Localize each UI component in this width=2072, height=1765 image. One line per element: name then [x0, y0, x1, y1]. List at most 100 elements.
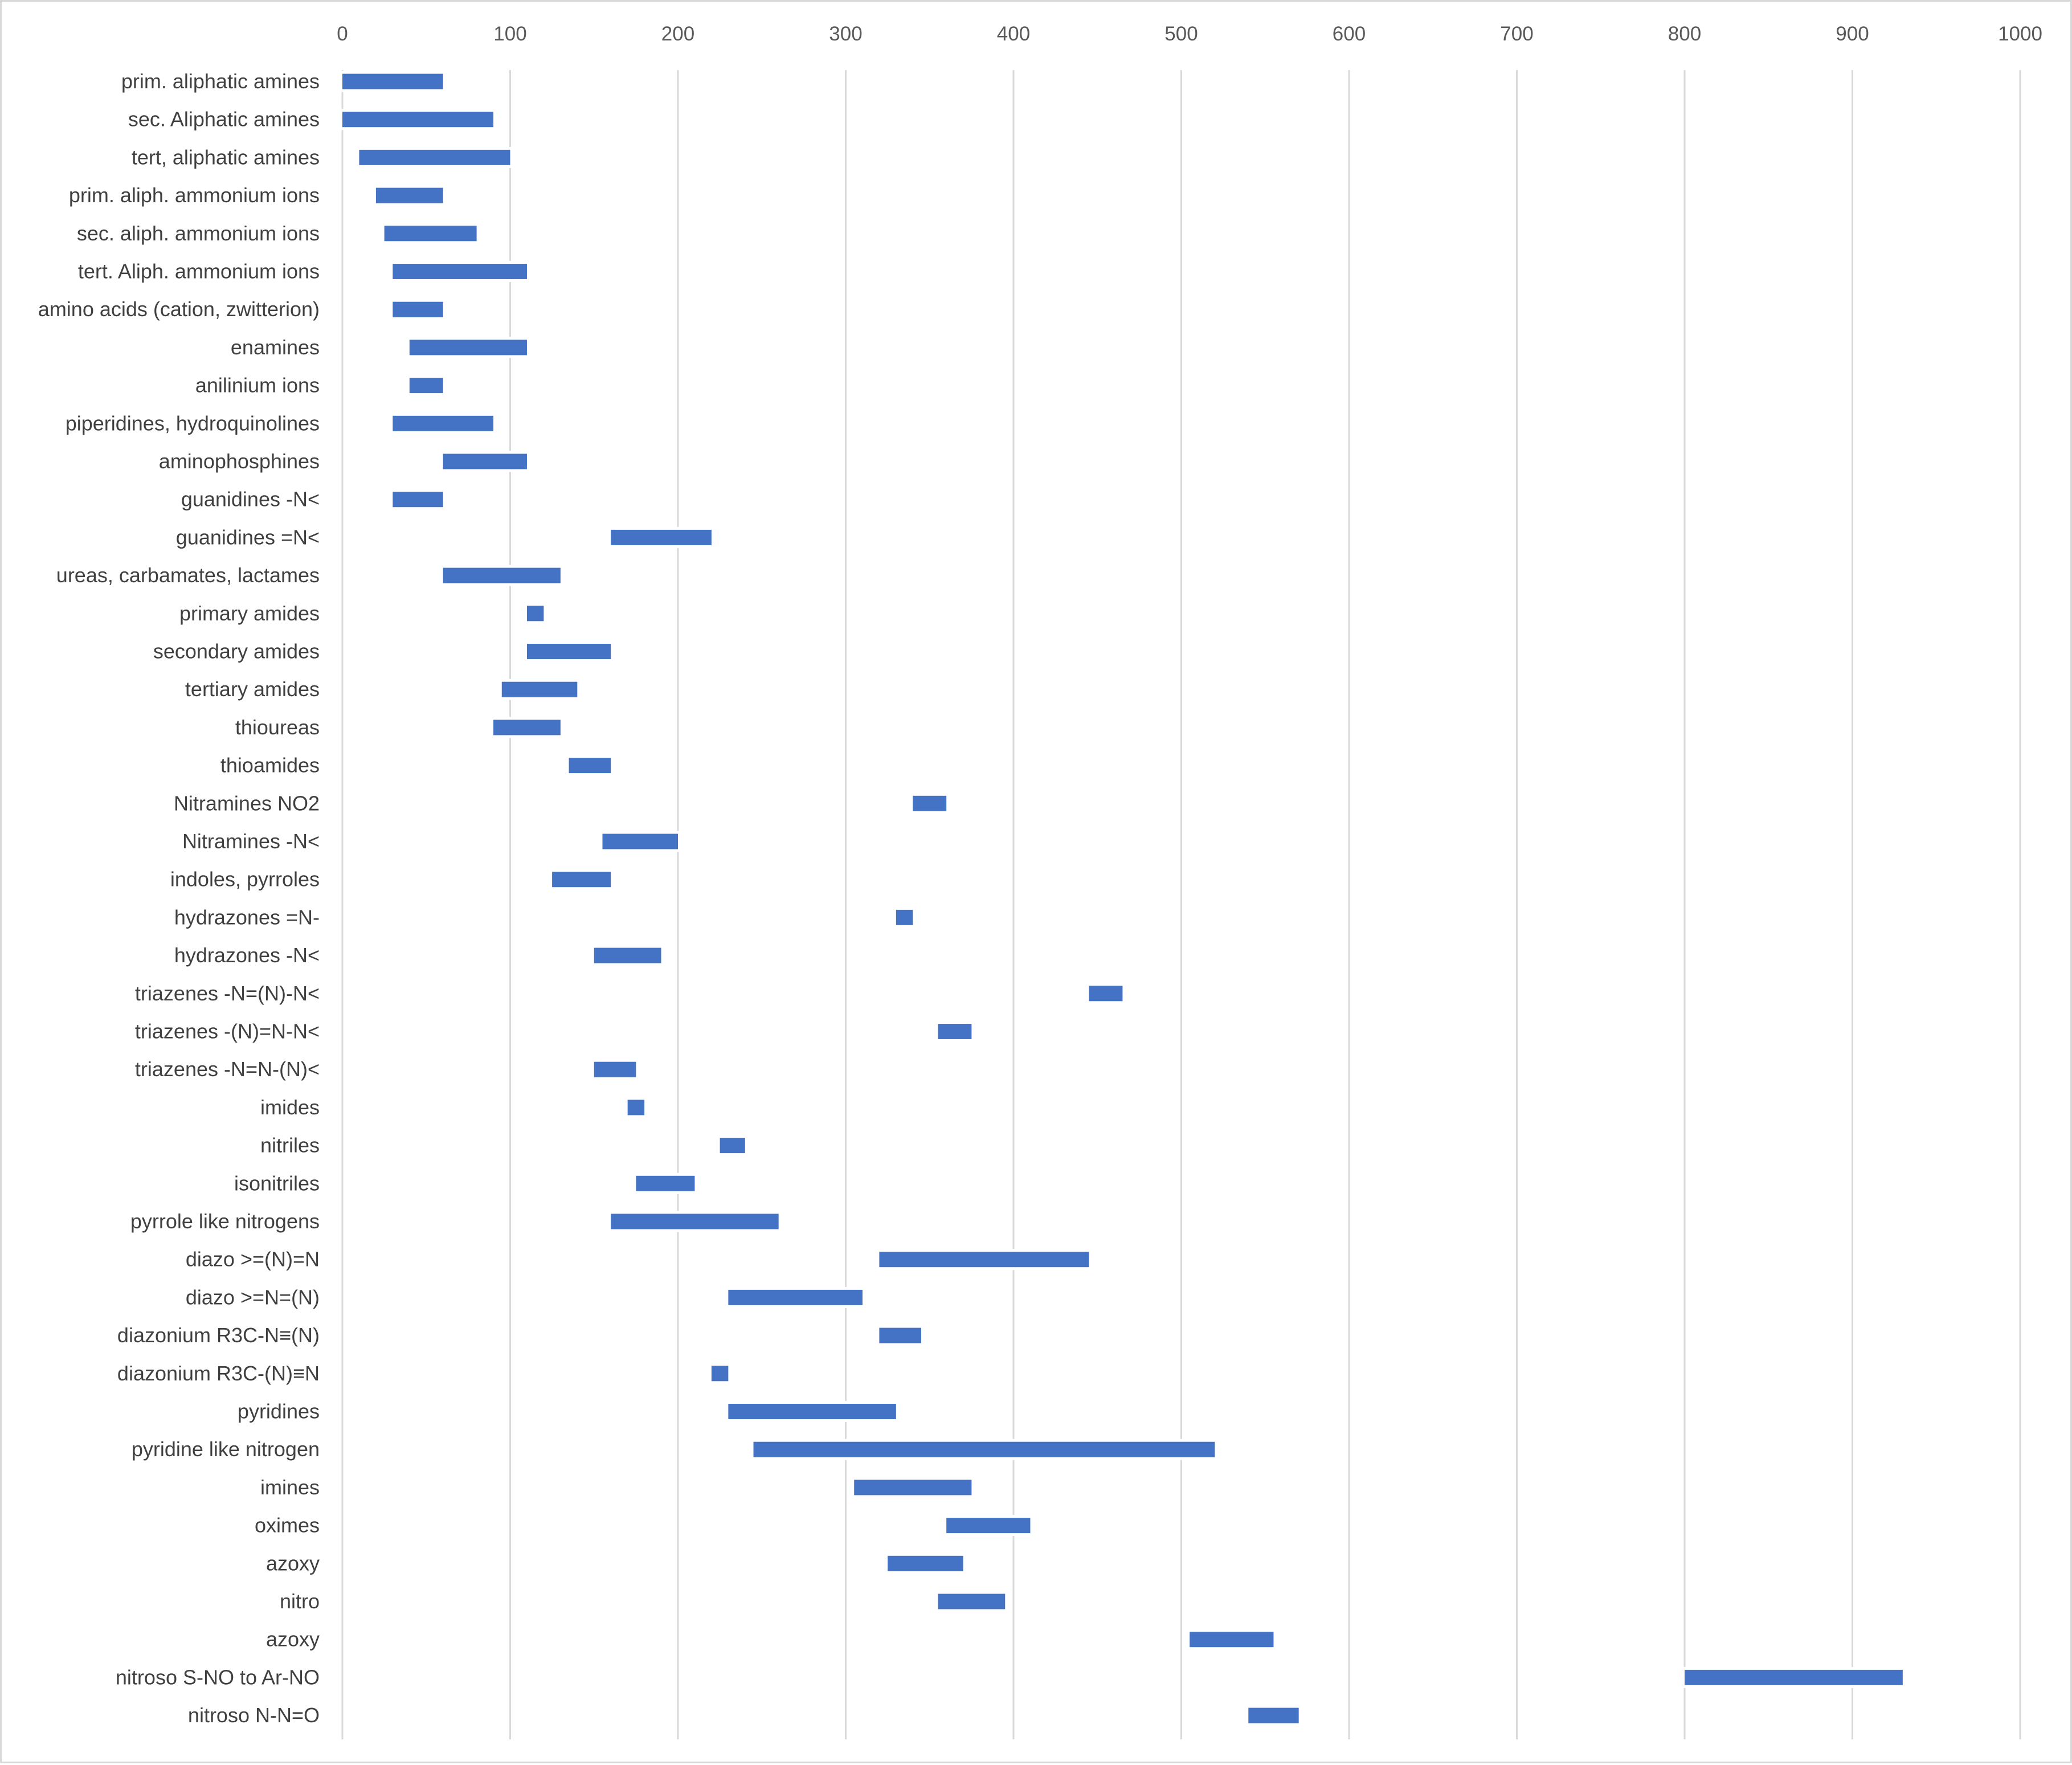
category-label: nitroso S-NO to Ar-NO — [116, 1665, 320, 1689]
range-bar — [879, 1327, 922, 1343]
range-bar — [409, 340, 527, 356]
range-bar — [342, 112, 494, 128]
category-label: aminophosphines — [159, 450, 320, 473]
range-bars — [339, 71, 1906, 1726]
range-bar — [879, 1252, 1089, 1268]
category-label: pyridine like nitrogen — [132, 1437, 320, 1461]
category-label: nitriles — [260, 1134, 320, 1157]
range-bar — [409, 378, 443, 394]
range-bar — [611, 529, 712, 545]
category-label: azoxy — [266, 1551, 320, 1575]
category-label: sec. Aliphatic amines — [128, 108, 320, 131]
range-bar — [393, 415, 494, 431]
category-label: nitro — [280, 1590, 320, 1613]
range-bar — [711, 1366, 729, 1382]
range-bar — [393, 264, 527, 279]
category-label: triazenes -(N)=N-N< — [135, 1020, 320, 1043]
category-label: tert. Aliph. ammonium ions — [78, 260, 320, 283]
range-bar — [753, 1441, 1215, 1457]
x-tick-label: 700 — [1500, 23, 1533, 45]
range-bar — [854, 1480, 972, 1496]
category-label: triazenes -N=(N)-N< — [135, 982, 320, 1005]
range-bar — [552, 872, 611, 888]
x-tick-label: 600 — [1333, 23, 1366, 45]
category-label: prim. aliph. ammonium ions — [69, 183, 320, 207]
range-bar — [526, 606, 544, 622]
category-label: amino acids (cation, zwitterion) — [38, 297, 320, 321]
category-label: diazo >=(N)=N — [186, 1248, 320, 1271]
x-tick-label: 900 — [1836, 23, 1869, 45]
category-label: prim. aliphatic amines — [121, 70, 320, 93]
range-bar — [393, 301, 443, 317]
category-label: Nitramines NO2 — [174, 791, 320, 815]
category-label: pyrrole like nitrogens — [130, 1210, 320, 1233]
category-label: isonitriles — [234, 1171, 320, 1195]
range-bar — [602, 834, 678, 849]
range-bar — [1248, 1707, 1299, 1723]
category-label: guanidines =N< — [176, 525, 320, 549]
category-label: imides — [260, 1096, 320, 1119]
y-axis-category-labels: prim. aliphatic amines sec. Aliphatic ami… — [38, 70, 320, 1727]
range-bar — [443, 453, 527, 469]
category-label: diazonium R3C-(N)≡N — [117, 1362, 320, 1385]
range-bar — [569, 758, 611, 774]
x-tick-label: 1000 — [1998, 23, 2042, 45]
category-label: diazonium R3C-N≡(N) — [117, 1323, 320, 1347]
range-bar — [946, 1518, 1031, 1534]
x-tick-label: 0 — [337, 23, 348, 45]
range-bar — [938, 1024, 972, 1039]
category-label: azoxy — [266, 1628, 320, 1651]
category-label: hydrazones -N< — [174, 943, 320, 967]
category-label: thioamides — [220, 754, 320, 777]
x-axis-tick-labels: 0 100 200 300 400 500 600 700 800 900 1000 — [337, 23, 2042, 45]
range-bar — [938, 1594, 1006, 1609]
category-label: sec. aliph. ammonium ions — [77, 222, 320, 245]
category-label: piperidines, hydroquinolines — [66, 411, 320, 435]
range-bar — [501, 681, 578, 697]
range-bar — [1089, 986, 1123, 1002]
range-bar — [913, 795, 947, 811]
range-bar — [493, 720, 561, 736]
range-bar — [393, 492, 443, 508]
range-bar — [594, 947, 661, 963]
category-label: secondary amides — [153, 640, 320, 663]
range-bar — [728, 1404, 896, 1419]
range-bar — [728, 1289, 863, 1305]
category-label: tert, aliphatic amines — [132, 145, 320, 169]
range-bar — [375, 187, 443, 203]
category-label: hydrazones =N- — [174, 905, 320, 929]
range-bar — [443, 567, 561, 583]
range-bar — [720, 1138, 745, 1154]
range-bar — [611, 1214, 779, 1229]
x-tick-label: 200 — [661, 23, 694, 45]
category-label: anilinium ions — [195, 374, 320, 397]
range-bar — [1685, 1669, 1903, 1685]
category-label: imines — [260, 1476, 320, 1499]
range-bar — [1190, 1632, 1274, 1648]
category-label: pyridines — [238, 1400, 320, 1423]
category-label: guanidines -N< — [181, 488, 320, 511]
x-tick-label: 300 — [829, 23, 862, 45]
x-tick-label: 100 — [493, 23, 526, 45]
range-bar — [526, 644, 611, 659]
grid-lines — [341, 70, 2021, 1739]
category-label: thioureas — [235, 716, 320, 739]
range-bar — [359, 149, 510, 165]
range-bar — [627, 1100, 645, 1116]
category-label: tertiary amides — [185, 677, 320, 701]
category-label: triazenes -N=N-(N)< — [135, 1057, 320, 1081]
category-label: diazo >=N=(N) — [186, 1285, 320, 1309]
category-label: ureas, carbamates, lactames — [56, 563, 320, 587]
category-label: primary amides — [179, 602, 320, 625]
category-label: nitroso N-N=O — [188, 1703, 320, 1727]
x-tick-label: 800 — [1668, 23, 1701, 45]
x-tick-label: 500 — [1164, 23, 1198, 45]
category-label: enamines — [231, 336, 320, 359]
range-bar — [384, 226, 477, 242]
category-label: Nitramines -N< — [182, 830, 320, 853]
x-tick-label: 400 — [997, 23, 1030, 45]
range-bar — [636, 1175, 695, 1191]
range-bar — [896, 909, 913, 925]
